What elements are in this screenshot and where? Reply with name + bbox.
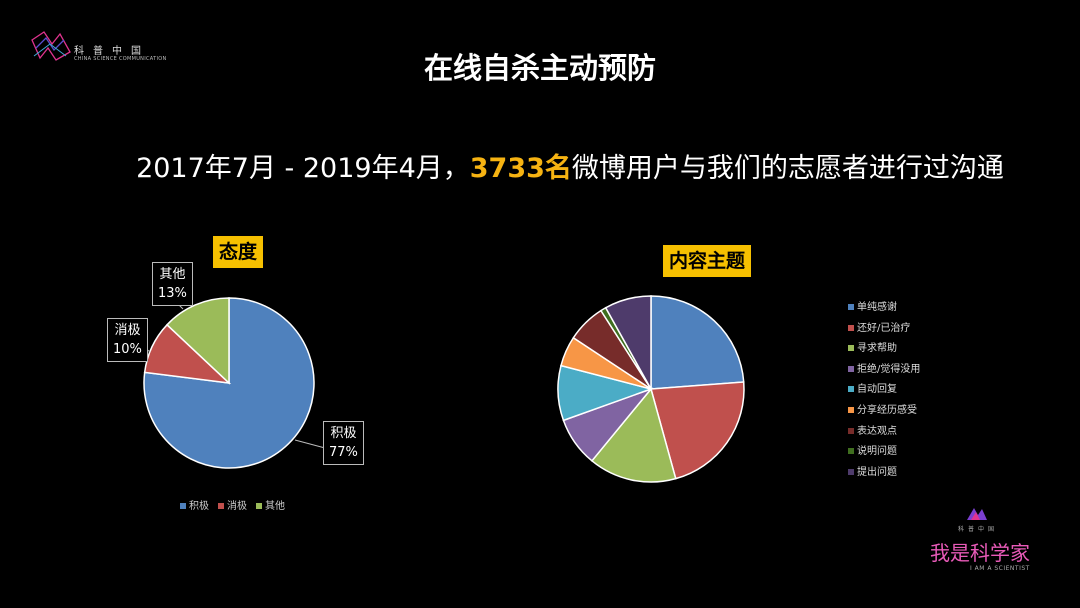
attitude-chart-title: 态度 xyxy=(213,236,264,268)
topics-legend-item: 自动回复 xyxy=(848,384,920,405)
topics-slice-8 xyxy=(604,295,652,392)
subtitle: 2017年7月 - 2019年4月，3733名微博用户与我们的志愿者进行过沟通 xyxy=(0,146,1080,185)
brand-logo: 科普中国 CHINA SCIENCE COMMUNICATION xyxy=(30,30,170,66)
attitude-legend-item: 消极 xyxy=(218,497,247,512)
attitude-legend-label: 消极 xyxy=(227,501,247,512)
topics-legend-label: 还好/已治疗 xyxy=(857,322,911,334)
topics-legend-item: 寻求帮助 xyxy=(848,343,920,364)
callout-other: 其他 13% xyxy=(152,262,193,306)
topics-legend-label: 表达观点 xyxy=(857,425,897,437)
attitude-legend-swatch xyxy=(218,503,224,509)
scientist-brand-small: 科普中国 xyxy=(958,526,999,533)
subtitle-prefix: 2017年7月 - 2019年4月， xyxy=(136,153,470,184)
scientist-brand-cn: 我是科学家 xyxy=(930,541,1030,565)
attitude-legend-swatch xyxy=(256,503,262,509)
topics-legend-item: 还好/已治疗 xyxy=(848,323,920,344)
callout-positive: 积极 77% xyxy=(323,421,364,465)
topics-legend-label: 提出问题 xyxy=(857,466,897,478)
topics-legend-swatch xyxy=(848,406,854,413)
topics-legend-label: 说明问题 xyxy=(857,446,897,458)
topics-legend-swatch xyxy=(848,304,854,310)
attitude-legend-label: 其他 xyxy=(265,501,285,512)
topics-slice-0 xyxy=(650,295,745,390)
topics-legend-item: 说明问题 xyxy=(848,446,920,467)
topics-legend-label: 分享经历感受 xyxy=(857,404,917,416)
subtitle-suffix: 微博用户与我们的志愿者进行过沟通 xyxy=(571,153,1004,184)
topics-legend-item: 表达观点 xyxy=(848,426,920,447)
topics-legend-label: 单纯感谢 xyxy=(857,302,897,313)
topics-legend-swatch xyxy=(848,468,854,475)
brand-logo-cn: 科普中国 xyxy=(74,46,150,57)
scientist-brand-icon xyxy=(967,508,987,520)
topics-legend-label: 寻求帮助 xyxy=(857,343,897,355)
scientist-brand-en: I AM A SCIENTIST xyxy=(970,565,1030,572)
topics-legend-swatch xyxy=(848,345,854,352)
brand-logo-icon xyxy=(31,31,71,61)
topics-legend-label: 拒绝/觉得没用 xyxy=(857,363,921,375)
topics-legend-swatch xyxy=(848,386,854,393)
attitude-pie xyxy=(143,297,315,469)
attitude-legend-item: 积极 xyxy=(180,497,209,512)
attitude-legend-label: 积极 xyxy=(189,501,209,512)
topics-legend-item: 提出问题 xyxy=(848,467,920,488)
attitude-legend-swatch xyxy=(180,503,186,509)
callout-negative: 消极 10% xyxy=(107,318,148,362)
topics-legend-swatch xyxy=(848,427,854,434)
topics-legend-swatch xyxy=(848,365,854,372)
topics-legend-item: 分享经历感受 xyxy=(848,405,920,426)
attitude-slice-2 xyxy=(165,297,230,385)
topics-pie xyxy=(557,295,745,483)
topics-legend-item: 拒绝/觉得没用 xyxy=(848,364,920,385)
scientist-brand: 科普中国 我是科学家 I AM A SCIENTIST xyxy=(930,506,1040,578)
attitude-legend: 积极 消极 其他 xyxy=(180,497,294,512)
topics-legend-swatch xyxy=(848,324,854,331)
topics-legend-swatch xyxy=(848,448,854,455)
topics-legend-item: 单纯感谢 xyxy=(848,302,920,323)
brand-logo-en: CHINA SCIENCE COMMUNICATION xyxy=(74,56,167,62)
topics-legend-label: 自动回复 xyxy=(857,384,897,396)
topics-chart-title: 内容主题 xyxy=(663,245,752,277)
topics-legend: 单纯感谢还好/已治疗 寻求帮助拒绝/觉得没用 自动回复分享经历感受 表达观点说明问题提… xyxy=(848,302,920,487)
subtitle-highlight: 3733名 xyxy=(469,153,572,184)
topics-slice-1 xyxy=(650,381,745,480)
attitude-legend-item: 其他 xyxy=(256,497,285,512)
topics-slice-2 xyxy=(590,387,677,483)
page-title: 在线自杀主动预防 xyxy=(423,51,656,85)
